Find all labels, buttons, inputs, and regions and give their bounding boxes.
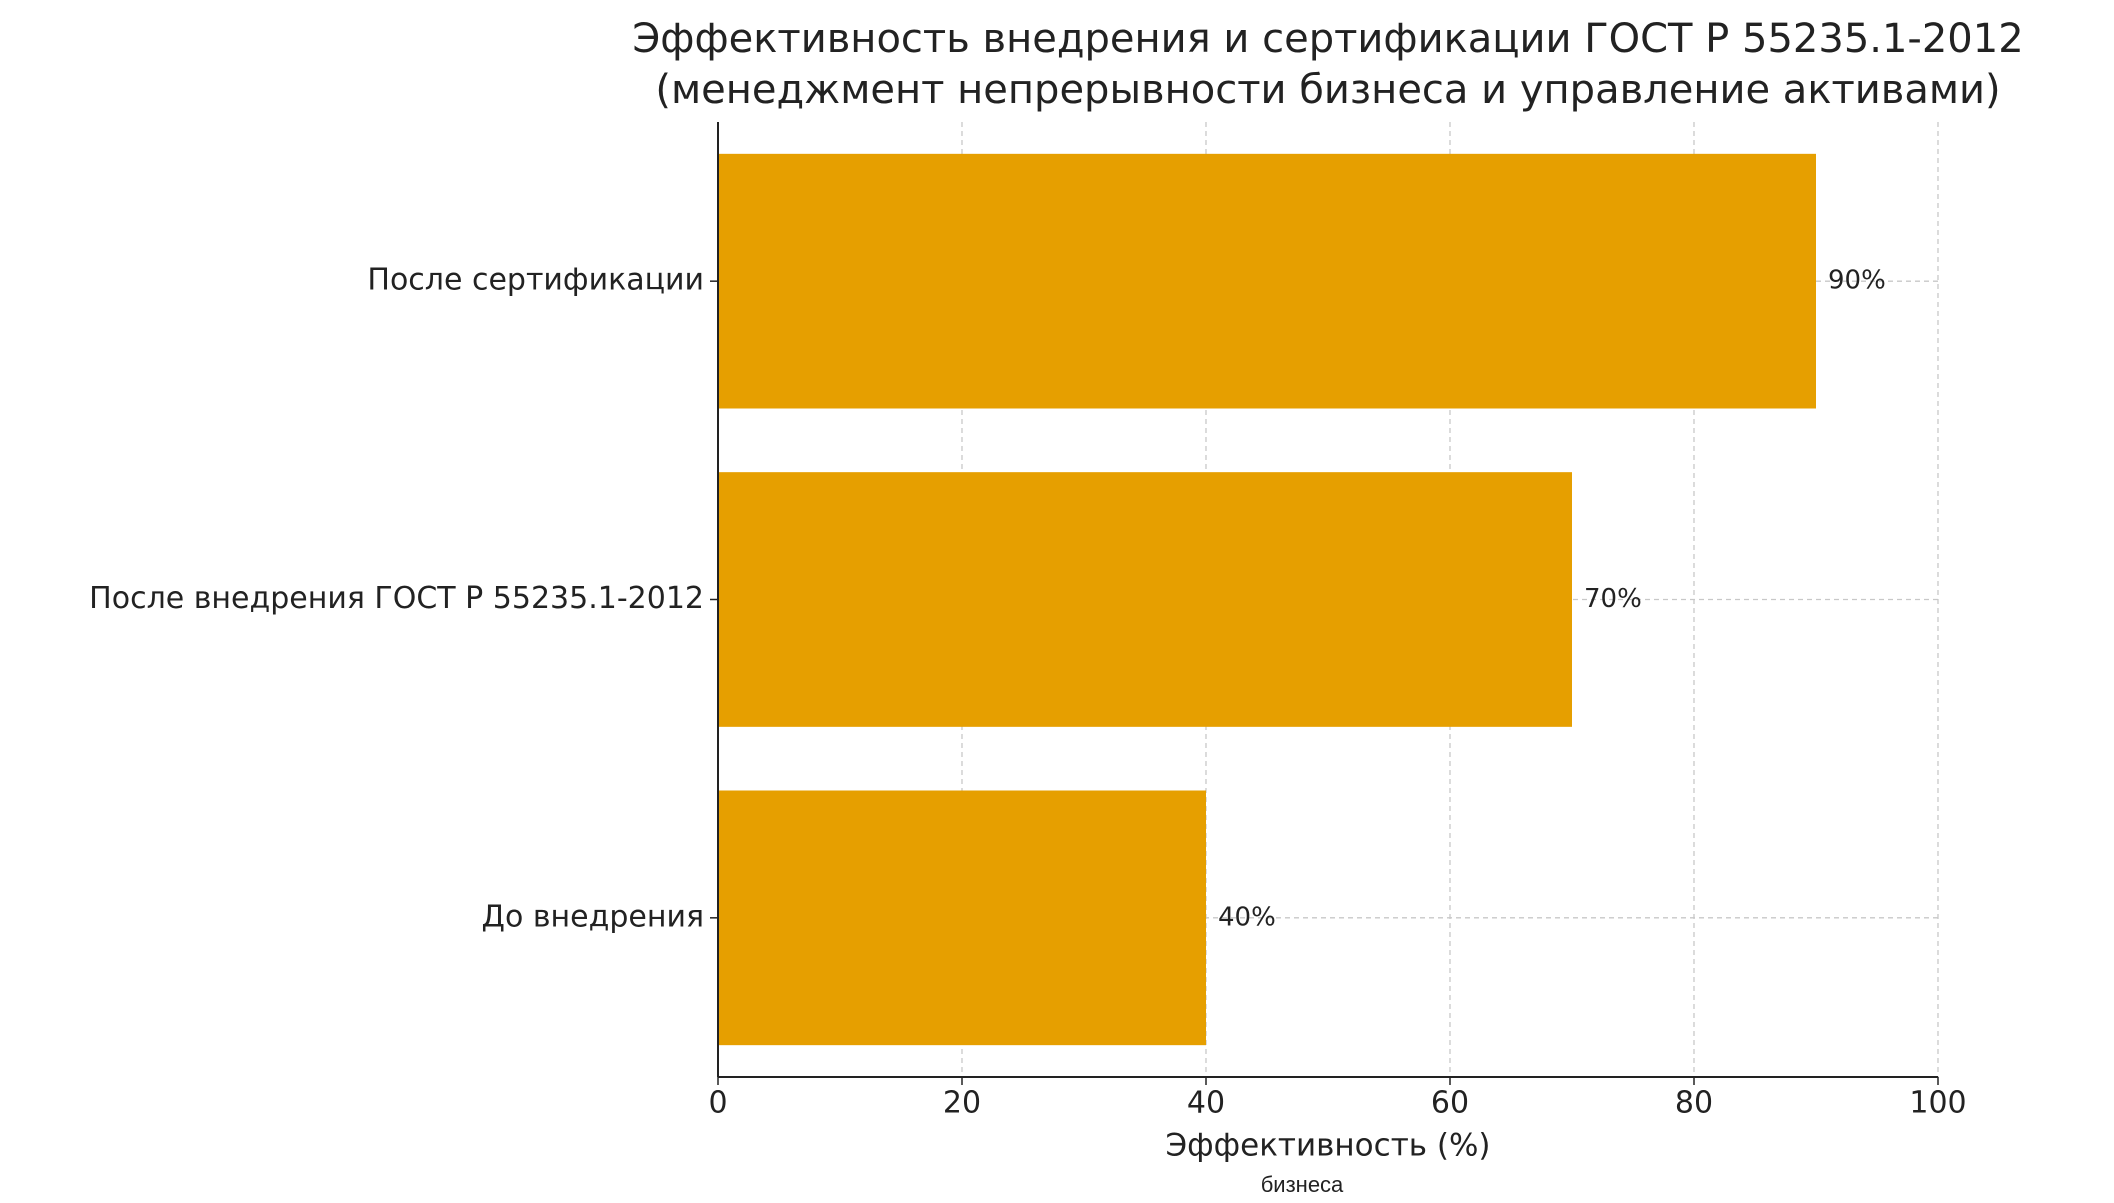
value-label: 90%	[1828, 266, 1886, 296]
x-tick-label: 60	[1431, 1086, 1469, 1121]
bar	[718, 153, 1816, 409]
x-tick-label: 80	[1675, 1086, 1713, 1121]
chart-title: Эффективность внедрения и сертификации Г…	[632, 16, 2023, 62]
bar	[718, 472, 1572, 727]
x-tick-label: 0	[708, 1086, 727, 1121]
value-label: 40%	[1218, 902, 1276, 932]
annotation: бизнеса	[1261, 1172, 1344, 1197]
y-tick-label: До внедрения	[482, 899, 704, 934]
chart-subtitle: (менеджмент непрерывности бизнеса и упра…	[655, 67, 2000, 113]
x-axis-label: Эффективность (%)	[1165, 1128, 1490, 1164]
bar	[718, 790, 1206, 1046]
x-tick-label: 40	[1187, 1086, 1225, 1121]
x-tick-label: 100	[1909, 1086, 1966, 1121]
y-tick-label: После внедрения ГОСТ Р 55235.1-2012	[89, 581, 704, 616]
value-label: 70%	[1584, 584, 1642, 614]
x-tick-label: 20	[943, 1086, 981, 1121]
y-tick-label: После сертификации	[367, 263, 704, 298]
